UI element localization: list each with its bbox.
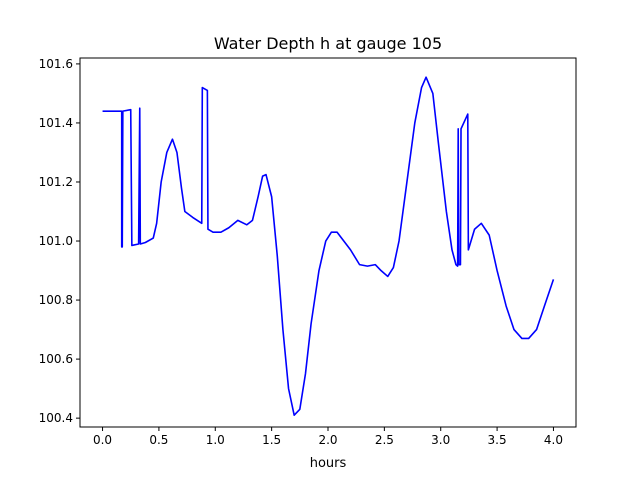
x-tick-label: 1.5 xyxy=(262,433,281,447)
x-tick-label: 2.0 xyxy=(318,433,337,447)
y-tick-label: 101.2 xyxy=(39,175,73,189)
chart-title: Water Depth h at gauge 105 xyxy=(214,34,442,53)
x-tick-label: 0.5 xyxy=(149,433,168,447)
y-tick-label: 100.4 xyxy=(39,411,73,425)
x-tick-label: 3.0 xyxy=(431,433,450,447)
x-axis-label: hours xyxy=(310,456,347,471)
y-tick-label: 101.6 xyxy=(39,57,73,71)
x-tick-label: 3.5 xyxy=(488,433,507,447)
series-line-0 xyxy=(102,76,555,416)
y-tick-label: 101.4 xyxy=(39,116,73,130)
y-tick-label: 100.8 xyxy=(39,293,73,307)
y-tick-label: 101.0 xyxy=(39,234,73,248)
x-tick-label: 1.0 xyxy=(206,433,225,447)
x-tick-label: 4.0 xyxy=(544,433,563,447)
plot-area xyxy=(102,76,555,416)
axes: 0.0 0.5 1.0 1.5 2.0 2.5 3.0 3.5 4.0 100.4 100.6 100… xyxy=(39,57,577,447)
y-tick-label: 100.6 xyxy=(39,352,73,366)
x-tick-label: 2.5 xyxy=(375,433,394,447)
x-tick-label: 0.0 xyxy=(93,433,112,447)
